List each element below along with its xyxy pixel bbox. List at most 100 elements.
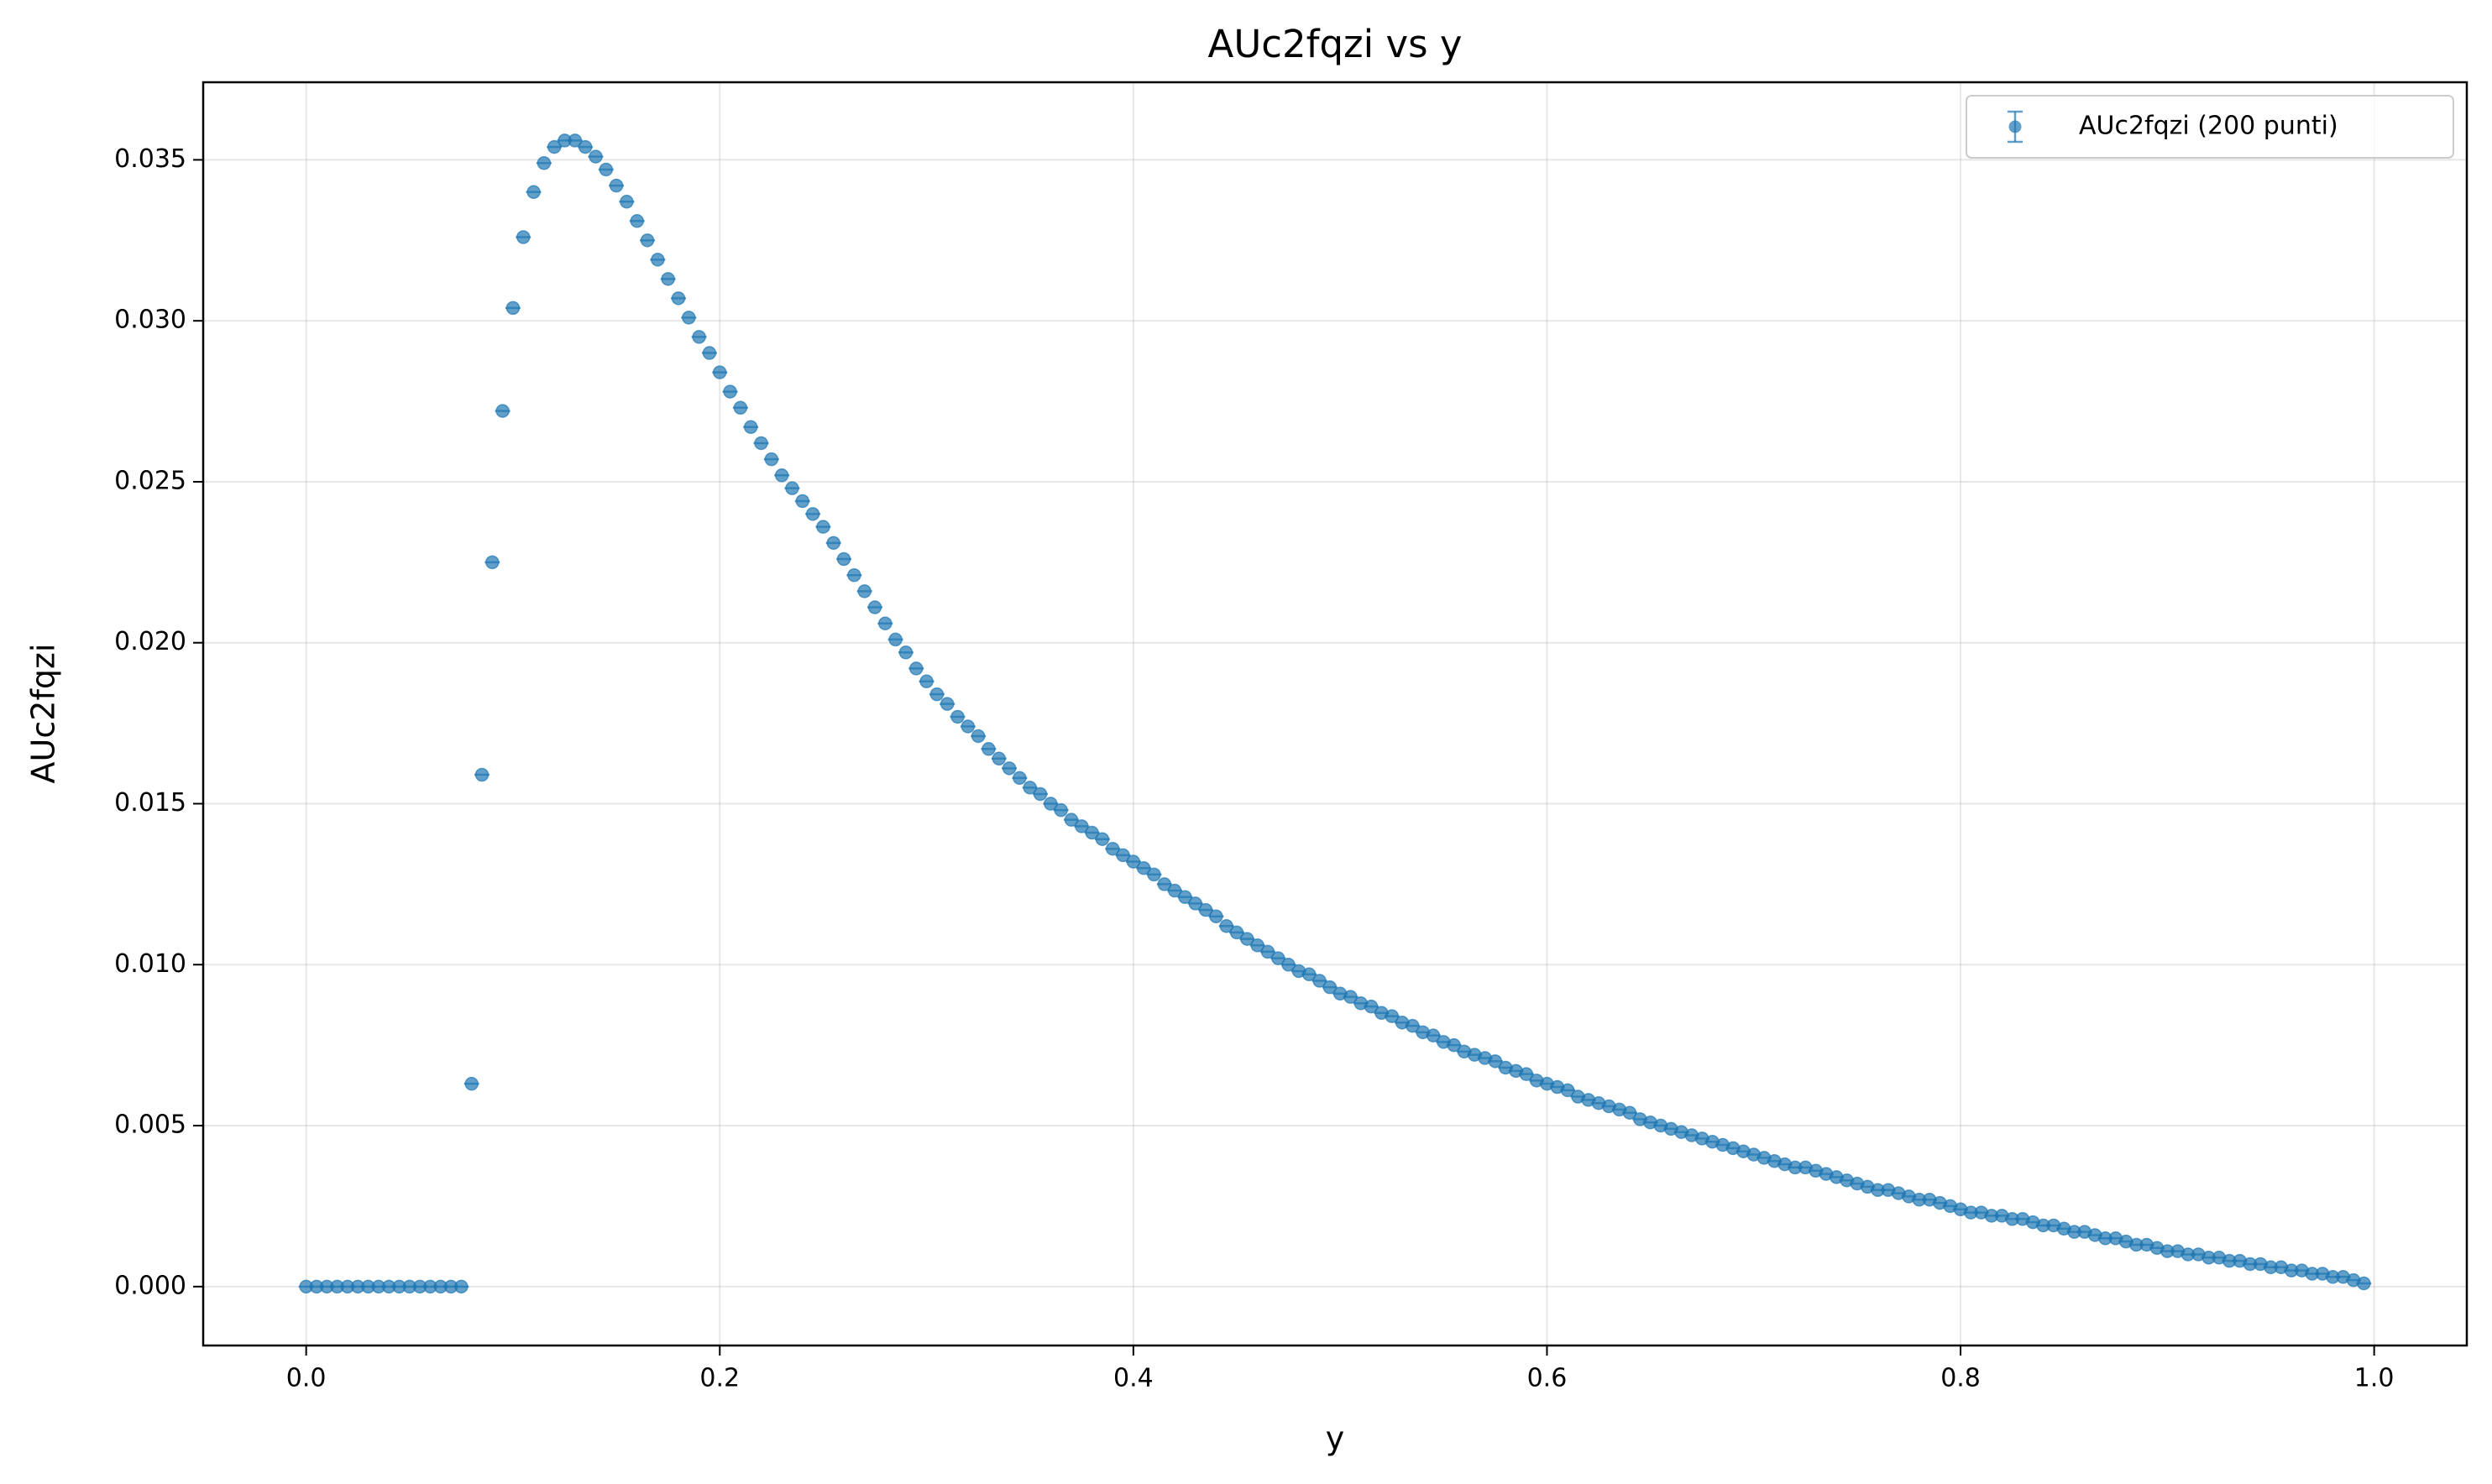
y-tick-label: 0.010 xyxy=(114,949,186,979)
y-tick-label: 0.035 xyxy=(114,144,186,174)
x-tick-label: 0.2 xyxy=(699,1364,740,1393)
x-tick-label: 0.4 xyxy=(1113,1364,1154,1393)
data-point xyxy=(908,661,924,676)
data-point xyxy=(971,729,986,744)
data-point xyxy=(857,584,872,598)
data-point xyxy=(836,551,851,567)
y-tick-label: 0.015 xyxy=(114,788,186,818)
data-point xyxy=(867,600,882,614)
data-point xyxy=(464,1076,479,1091)
data-point xyxy=(774,468,789,483)
data-point xyxy=(1301,967,1317,982)
data-point xyxy=(1488,1054,1503,1069)
data-point xyxy=(1136,860,1151,875)
data-point xyxy=(1447,1037,1461,1053)
data-point xyxy=(578,139,593,154)
data-point xyxy=(888,632,903,647)
legend: AUc2fqzi (200 punti) xyxy=(1966,95,2454,159)
data-point xyxy=(640,233,655,248)
data-point xyxy=(1209,909,1223,923)
data-point xyxy=(805,507,820,521)
data-point xyxy=(1178,890,1192,904)
data-point xyxy=(982,742,996,756)
data-point xyxy=(1281,958,1296,972)
y-tick-label: 0.030 xyxy=(114,306,186,335)
data-point xyxy=(713,365,727,379)
data-point xyxy=(1519,1067,1534,1081)
data-point xyxy=(1126,854,1141,869)
data-point xyxy=(816,520,830,534)
data-point xyxy=(589,149,603,164)
data-point xyxy=(1167,883,1182,898)
data-point xyxy=(1095,832,1110,846)
data-point xyxy=(1054,802,1068,818)
data-point xyxy=(599,162,614,177)
data-point xyxy=(1622,1105,1637,1120)
data-point xyxy=(929,687,945,702)
data-point xyxy=(1085,825,1099,840)
data-point xyxy=(919,674,934,689)
data-point xyxy=(743,420,758,435)
data-point xyxy=(1406,1018,1420,1033)
data-point xyxy=(1188,896,1202,911)
legend-marker xyxy=(2008,120,2022,133)
data-point xyxy=(609,178,624,193)
data-point xyxy=(1064,813,1079,827)
data-point xyxy=(795,494,810,509)
data-point xyxy=(568,133,583,148)
data-point xyxy=(505,300,521,316)
data-point xyxy=(620,195,634,209)
data-point xyxy=(1560,1083,1575,1098)
data-point xyxy=(764,452,779,467)
data-point xyxy=(1075,819,1089,833)
data-point xyxy=(940,697,955,711)
x-tick-label: 1.0 xyxy=(2354,1364,2395,1393)
y-tick-label: 0.020 xyxy=(114,627,186,656)
x-axis-label: y xyxy=(1326,1420,1345,1457)
data-point xyxy=(723,384,737,399)
data-point xyxy=(485,555,500,570)
data-point xyxy=(1364,999,1379,1014)
grid xyxy=(203,82,2467,1346)
data-point xyxy=(961,719,976,734)
axes-frame xyxy=(202,81,2468,1347)
data-point xyxy=(847,567,861,583)
data-point xyxy=(661,272,675,286)
data-point xyxy=(1229,925,1244,940)
data-point xyxy=(1260,944,1275,959)
data-point xyxy=(1271,951,1285,965)
y-tick-label: 0.005 xyxy=(114,1110,186,1140)
data-point xyxy=(474,767,490,782)
data-point xyxy=(878,616,893,630)
data-point xyxy=(651,253,665,267)
data-point xyxy=(1002,761,1017,776)
y-tick-label: 0.000 xyxy=(114,1271,186,1300)
data-point xyxy=(733,400,748,415)
x-tick-label: 0.8 xyxy=(1940,1364,1981,1393)
data-point xyxy=(516,230,531,244)
y-axis-label: AUc2fqzi xyxy=(25,644,62,784)
x-tick-label: 0.6 xyxy=(1527,1364,1568,1393)
legend-box xyxy=(1966,95,2454,159)
data-point xyxy=(1023,781,1037,795)
data-point xyxy=(692,330,706,344)
data-point xyxy=(671,291,686,306)
data-point xyxy=(826,536,840,551)
data-point xyxy=(898,645,914,660)
data-point xyxy=(702,346,717,360)
data-point xyxy=(1033,786,1048,802)
data-point xyxy=(682,311,696,325)
data-point xyxy=(495,404,510,418)
plot-area xyxy=(298,133,2372,1294)
data-point xyxy=(526,185,541,200)
data-point xyxy=(454,1279,469,1294)
data-point xyxy=(1198,902,1213,917)
data-point xyxy=(1147,867,1161,882)
data-point xyxy=(785,481,799,495)
data-point xyxy=(1343,990,1358,1004)
data-point xyxy=(1157,877,1172,891)
data-point xyxy=(1426,1028,1441,1042)
data-point xyxy=(537,156,552,170)
